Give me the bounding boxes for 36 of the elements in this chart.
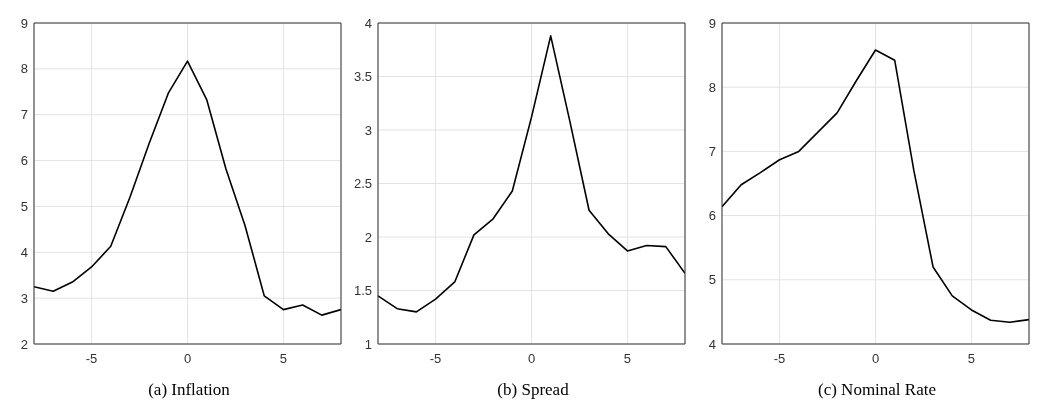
x-tick-label: 0 <box>527 351 536 367</box>
y-tick-label: 3 <box>20 290 28 306</box>
y-tick-label: 4 <box>708 336 716 352</box>
y-tick-label: 6 <box>20 153 28 169</box>
y-tick-label: 3.5 <box>353 69 372 85</box>
x-tick-label: 0 <box>871 351 880 367</box>
y-tick-label: 6 <box>708 208 716 224</box>
y-tick-label: 2.5 <box>353 176 372 192</box>
y-tick-label: 4 <box>20 244 28 260</box>
line-series <box>722 49 1029 323</box>
x-tick-label: -5 <box>429 351 442 367</box>
y-tick-label: 7 <box>708 144 716 160</box>
y-tick-label: 2 <box>20 336 28 352</box>
x-tick-label: 5 <box>279 351 288 367</box>
x-tick-label: 0 <box>183 351 192 367</box>
x-axis-title: (b) Spread <box>496 380 570 400</box>
x-axis-title: (c) Nominal Rate <box>817 380 937 400</box>
x-tick-label: -5 <box>773 351 786 367</box>
y-tick-label: 5 <box>708 272 716 288</box>
y-tick-label: 8 <box>708 79 716 95</box>
y-tick-label: 7 <box>20 107 28 123</box>
y-tick-label: 5 <box>20 199 28 215</box>
x-axis-title: (a) Inflation <box>147 380 231 400</box>
x-tick-label: -5 <box>85 351 98 367</box>
x-tick-label: 5 <box>623 351 632 367</box>
y-tick-label: 1 <box>364 336 372 352</box>
y-tick-label: 3 <box>364 122 372 138</box>
x-tick-label: 5 <box>967 351 976 367</box>
y-tick-label: 9 <box>708 15 716 31</box>
y-tick-label: 2 <box>364 229 372 245</box>
y-tick-label: 9 <box>20 15 28 31</box>
line-series <box>34 60 341 316</box>
y-tick-label: 4 <box>364 15 372 31</box>
line-series <box>378 35 685 313</box>
y-tick-label: 8 <box>20 61 28 77</box>
y-tick-label: 1.5 <box>353 283 372 299</box>
